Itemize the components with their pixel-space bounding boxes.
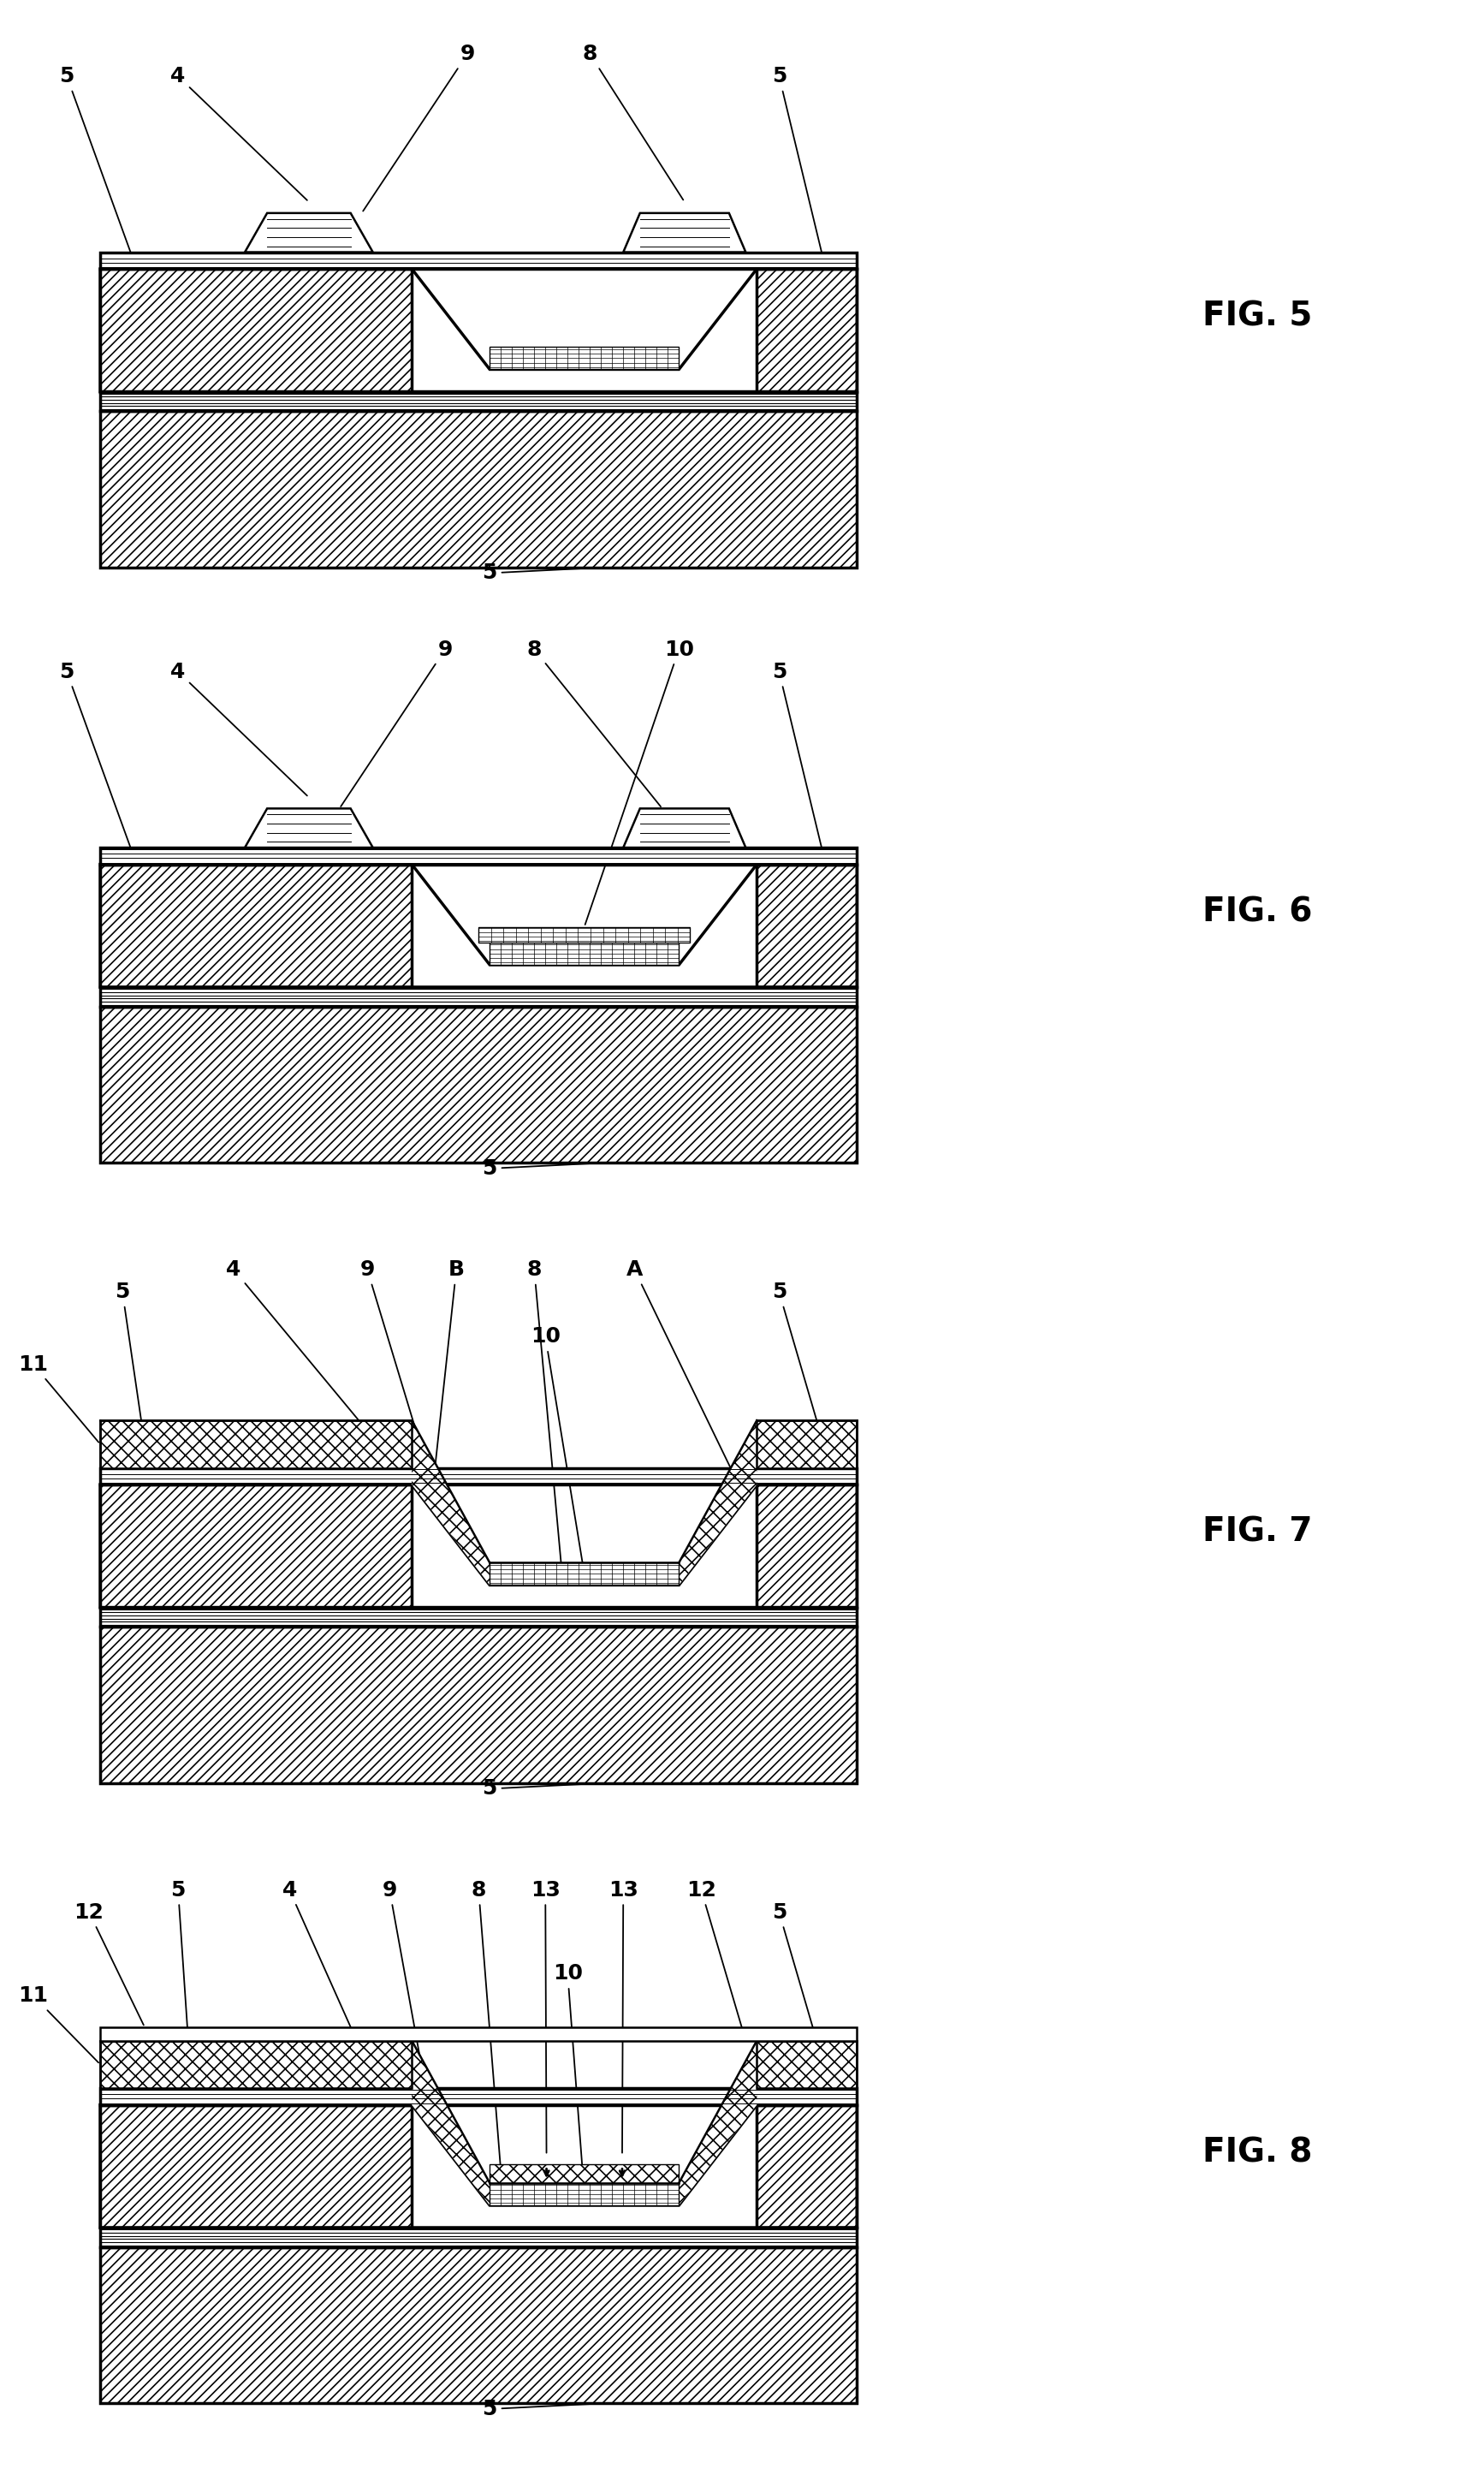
Bar (101, 849, 856, 863)
Text: 12: 12 (686, 1881, 745, 2039)
Polygon shape (757, 2104, 858, 2228)
Bar (101, 987, 856, 1007)
Text: 8: 8 (470, 1881, 500, 2168)
Bar (101, 412, 856, 568)
Text: 4: 4 (226, 1260, 377, 1441)
Polygon shape (245, 809, 372, 849)
Text: 9: 9 (381, 1881, 423, 2072)
Text: 8: 8 (527, 640, 660, 806)
Polygon shape (413, 1419, 490, 1585)
Bar (101, 253, 856, 268)
Text: 10: 10 (585, 640, 695, 925)
Polygon shape (623, 213, 746, 253)
Text: 5: 5 (772, 1903, 824, 2062)
Bar (478, 928, 690, 943)
Text: 9: 9 (364, 45, 475, 211)
Text: 8: 8 (582, 45, 683, 201)
Bar (101, 1419, 413, 1469)
Text: 5: 5 (772, 662, 824, 853)
Text: 9: 9 (341, 640, 453, 806)
Text: 5: 5 (482, 1779, 598, 1799)
Bar (490, 347, 678, 370)
Text: 13: 13 (530, 1881, 561, 2154)
Bar (757, 1419, 858, 1469)
Polygon shape (757, 268, 858, 392)
Text: 4: 4 (171, 67, 307, 201)
Polygon shape (757, 1484, 858, 1608)
Text: 10: 10 (552, 1962, 585, 2191)
Bar (490, 943, 678, 965)
Text: FIG. 8: FIG. 8 (1202, 2136, 1312, 2168)
Text: FIG. 5: FIG. 5 (1202, 300, 1312, 332)
Text: 5: 5 (114, 1283, 144, 1441)
Bar (101, 1608, 856, 1628)
Text: 5: 5 (59, 662, 132, 853)
Bar (101, 2089, 856, 2104)
Bar (490, 1563, 678, 1585)
Text: B: B (435, 1260, 464, 1474)
Bar (101, 1007, 856, 1164)
Text: FIG. 7: FIG. 7 (1202, 1516, 1312, 1548)
Text: 11: 11 (18, 1985, 98, 2062)
Text: 5: 5 (482, 563, 598, 583)
Polygon shape (101, 863, 413, 987)
Text: 5: 5 (59, 67, 132, 258)
Polygon shape (245, 213, 372, 253)
Text: 4: 4 (171, 662, 307, 796)
Bar (101, 392, 856, 412)
Bar (101, 1628, 856, 1784)
Bar (101, 1469, 856, 1484)
Bar (101, 2248, 856, 2404)
Text: 5: 5 (482, 2399, 598, 2419)
Bar (101, 2228, 856, 2248)
Text: 4: 4 (282, 1881, 367, 2062)
Text: 10: 10 (530, 1327, 583, 1570)
Polygon shape (101, 1484, 413, 1608)
Text: 5: 5 (772, 67, 824, 258)
Text: 5: 5 (772, 1283, 824, 1441)
Text: A: A (626, 1260, 733, 1474)
Bar (490, 2163, 678, 2183)
Polygon shape (623, 809, 746, 849)
Text: 12: 12 (74, 1903, 144, 2024)
Polygon shape (413, 2039, 490, 2206)
Text: 13: 13 (608, 1881, 638, 2154)
Text: 5: 5 (482, 1159, 598, 1178)
Bar (490, 2183, 678, 2206)
Text: 9: 9 (359, 1260, 423, 1451)
Bar (757, 2039, 858, 2089)
Polygon shape (101, 268, 413, 392)
Polygon shape (678, 2039, 757, 2206)
Bar (101, 2027, 856, 2039)
Bar (101, 2039, 413, 2089)
Text: 5: 5 (171, 1881, 188, 2052)
Text: 11: 11 (18, 1355, 98, 1441)
Text: FIG. 6: FIG. 6 (1202, 896, 1312, 928)
Polygon shape (678, 1419, 757, 1585)
Polygon shape (757, 863, 858, 987)
Text: 8: 8 (527, 1260, 562, 1570)
Polygon shape (101, 2104, 413, 2228)
